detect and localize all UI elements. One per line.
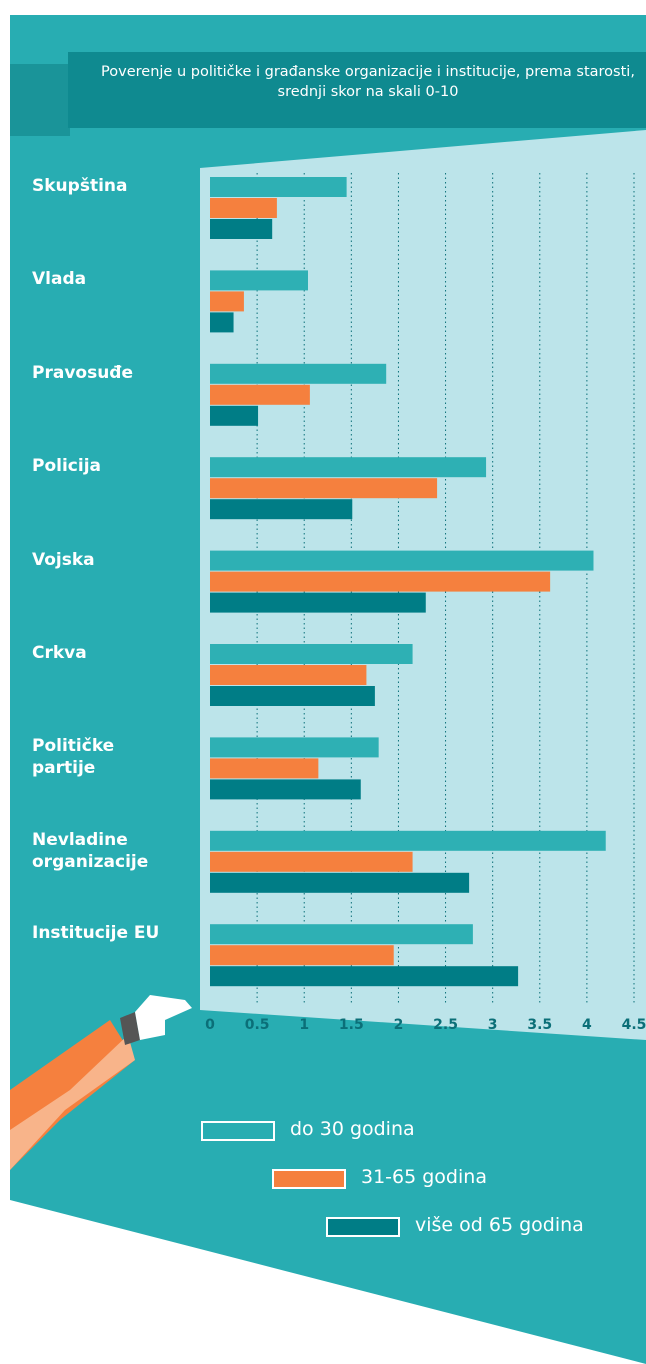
x-tick-label: 0 [205, 1017, 215, 1033]
bar [210, 478, 438, 499]
bar [210, 686, 375, 706]
legend-swatch [272, 1169, 346, 1189]
category-label: Institucije EU [32, 923, 160, 944]
category-label: Vojska [32, 549, 95, 570]
category-label: Nevladine organizacije [32, 829, 149, 872]
legend-label: 31-65 godina [361, 1166, 487, 1188]
bar [210, 571, 551, 592]
category-label: Političke partije [32, 736, 115, 779]
x-tick-label: 1.5 [339, 1017, 364, 1033]
title-tab [10, 64, 70, 136]
bar [210, 644, 413, 664]
bar [210, 758, 319, 779]
x-tick-label: 4.5 [622, 1017, 646, 1033]
x-tick-label: 2.5 [433, 1017, 458, 1033]
category-label: Skupština [32, 176, 128, 196]
title-box [68, 52, 646, 128]
x-tick-label: 4 [582, 1017, 592, 1033]
legend-label: više od 65 godina [415, 1214, 584, 1236]
bar [210, 457, 487, 478]
category-label: Crkva [32, 643, 87, 663]
bar [210, 851, 413, 872]
x-tick-label: 1 [299, 1017, 309, 1033]
x-tick-label: 3 [488, 1017, 498, 1033]
bar [210, 363, 387, 384]
legend-swatch [326, 1217, 400, 1237]
bar [210, 665, 367, 685]
cuff-decoration [120, 1012, 140, 1045]
bar [210, 219, 273, 239]
bar [210, 405, 259, 426]
bar [210, 270, 308, 291]
chart-title: Poverenje u političke i građanske organi… [101, 64, 635, 100]
legend-label: do 30 godina [290, 1118, 415, 1140]
hand-decoration [135, 995, 192, 1040]
x-tick-label: 0.5 [245, 1017, 270, 1033]
legend-swatch [201, 1121, 275, 1141]
bar [210, 499, 353, 520]
bar [210, 945, 394, 966]
bar [210, 737, 379, 758]
bar [210, 384, 310, 405]
x-tick-label: 2 [394, 1017, 404, 1033]
bar [210, 592, 426, 613]
category-label: Vlada [32, 269, 87, 290]
bar [210, 198, 277, 218]
bar [210, 924, 473, 945]
bar [210, 550, 594, 571]
category-label: Policija [32, 456, 101, 477]
bar [210, 872, 470, 893]
bar [210, 177, 347, 197]
arm-decoration [10, 1035, 135, 1170]
bar [210, 291, 244, 312]
bar [210, 312, 234, 333]
bar [210, 779, 361, 800]
bar [210, 830, 606, 851]
x-tick-label: 3.5 [527, 1017, 552, 1033]
category-label: Pravosuđe [32, 362, 133, 383]
bar [210, 966, 519, 987]
